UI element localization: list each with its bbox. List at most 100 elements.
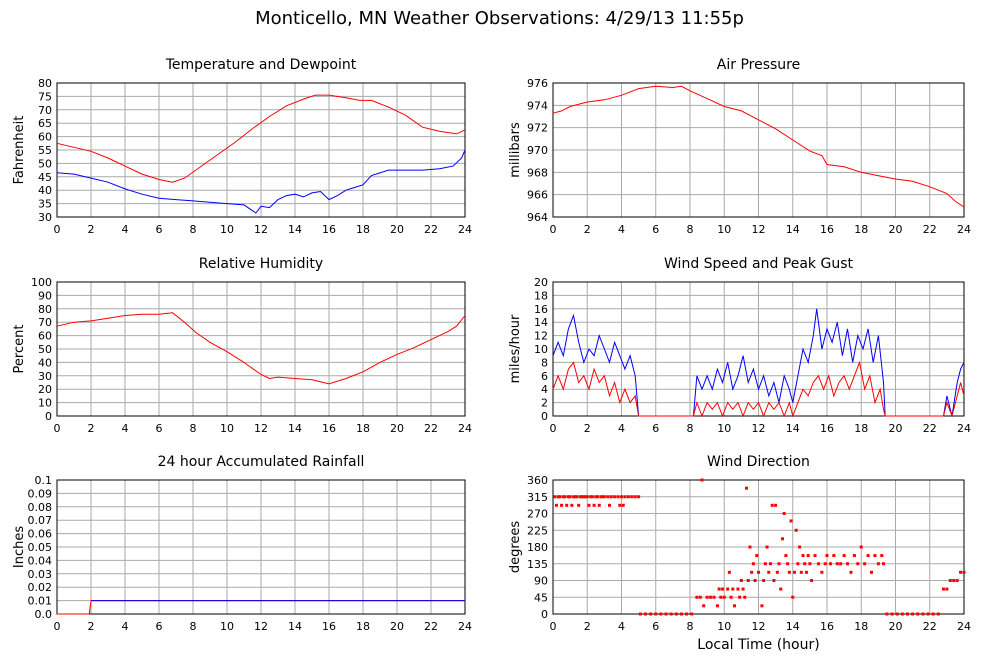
pressure-xtick-label: 18 xyxy=(854,223,868,236)
direction-point xyxy=(727,570,731,574)
direction-point xyxy=(763,562,767,566)
temp-xtick-label: 2 xyxy=(88,223,95,236)
direction-point xyxy=(748,545,752,549)
direction-point xyxy=(674,612,678,616)
direction-point xyxy=(780,537,784,541)
direction-point xyxy=(702,604,706,608)
direction-point xyxy=(866,554,870,558)
direction-ylabel: degrees xyxy=(508,521,523,574)
rain-ytick-label: 0.08 xyxy=(28,501,53,514)
direction-point xyxy=(813,554,817,558)
direction-point xyxy=(685,612,689,616)
direction-point xyxy=(835,562,839,566)
direction-point xyxy=(885,612,889,616)
direction-point xyxy=(609,495,613,499)
temp-ytick-label: 80 xyxy=(38,77,52,90)
direction-point xyxy=(566,495,570,499)
direction-point xyxy=(590,495,594,499)
direction-point xyxy=(952,579,956,582)
direction-point xyxy=(905,612,909,616)
wind-ytick-label: 8 xyxy=(541,356,548,369)
direction-point xyxy=(554,503,558,507)
rain-xtick-label: 0 xyxy=(54,620,61,633)
direction-point xyxy=(746,579,750,582)
direction-xtick-label: 8 xyxy=(687,620,694,633)
pressure-ytick-label: 966 xyxy=(527,189,548,202)
direction-point xyxy=(690,612,694,616)
rain-ytick-label: 0.02 xyxy=(28,581,53,594)
humidity-ytick-label: 20 xyxy=(38,383,52,396)
pressure-frame xyxy=(552,82,965,218)
pressure-xtick-label: 2 xyxy=(584,223,591,236)
direction-point xyxy=(592,503,596,507)
humidity-ytick-label: 10 xyxy=(38,397,52,410)
rain-xtick-label: 14 xyxy=(288,620,302,633)
direction-point xyxy=(948,579,952,582)
wind-xtick-label: 22 xyxy=(923,422,937,435)
direction-xtick-label: 0 xyxy=(550,620,557,633)
rain-title: 24 hour Accumulated Rainfall xyxy=(158,454,365,470)
direction-point xyxy=(679,612,683,616)
direction-point xyxy=(825,554,829,558)
direction-point xyxy=(806,554,810,558)
temp-ytick-label: 65 xyxy=(38,117,52,130)
direction-point xyxy=(626,495,630,499)
wind-xtick-label: 8 xyxy=(687,422,694,435)
direction-point xyxy=(553,495,557,499)
temp-ytick-label: 75 xyxy=(38,90,52,103)
humidity-xtick-label: 24 xyxy=(458,422,472,435)
direction-point xyxy=(669,612,673,616)
temp-ytick-label: 35 xyxy=(38,198,52,211)
direction-point xyxy=(765,545,769,549)
direction-point xyxy=(794,528,798,532)
direction-point xyxy=(801,554,805,558)
temp-xtick-label: 20 xyxy=(390,223,404,236)
rain-xtick-label: 12 xyxy=(254,620,268,633)
direction-point xyxy=(616,495,620,499)
direction-point xyxy=(712,595,716,599)
direction-point xyxy=(804,570,808,574)
direction-point xyxy=(832,554,836,558)
humidity-ytick-label: 40 xyxy=(38,356,52,369)
direction-point xyxy=(721,587,725,591)
wind-title: Wind Speed and Peak Gust xyxy=(664,256,853,272)
pressure-ytick-label: 970 xyxy=(527,144,548,157)
temp-xtick-label: 4 xyxy=(122,223,129,236)
direction-point xyxy=(621,503,625,507)
direction-point xyxy=(698,595,702,599)
humidity-xtick-label: 12 xyxy=(254,422,268,435)
direction-point xyxy=(739,579,743,582)
wind-ytick-label: 16 xyxy=(534,303,548,316)
humidity-xtick-label: 10 xyxy=(220,422,234,435)
temp-ytick-label: 55 xyxy=(38,144,52,157)
direction-point xyxy=(810,579,814,582)
direction-point xyxy=(560,503,564,507)
rain-xtick-label: 24 xyxy=(458,620,472,633)
direction-point xyxy=(936,612,940,616)
direction-point xyxy=(782,512,786,515)
humidity-frame xyxy=(56,281,466,417)
direction-frame xyxy=(552,479,965,615)
direction-point xyxy=(580,495,584,499)
direction-point xyxy=(705,595,709,599)
rain-xtick-label: 22 xyxy=(424,620,438,633)
direction-point xyxy=(585,495,589,499)
wind-series-0 xyxy=(552,308,965,417)
direction-xtick-label: 20 xyxy=(889,620,903,633)
direction-point xyxy=(601,495,605,499)
direction-point xyxy=(582,495,586,499)
humidity-ytick-label: 0 xyxy=(45,410,52,423)
direction-point xyxy=(623,495,627,499)
direction-point xyxy=(873,554,877,558)
direction-point xyxy=(573,495,577,499)
wind-ytick-label: 12 xyxy=(534,330,548,343)
temp-xtick-label: 24 xyxy=(458,223,472,236)
wind-ytick-label: 0 xyxy=(541,410,548,423)
direction-point xyxy=(777,562,781,566)
direction-point xyxy=(654,612,658,616)
wind-ytick-label: 14 xyxy=(534,316,548,329)
direction-point xyxy=(570,503,574,507)
humidity-xtick-label: 18 xyxy=(356,422,370,435)
direction-point xyxy=(882,562,886,566)
rain-ytick-label: 0.1 xyxy=(35,474,53,487)
